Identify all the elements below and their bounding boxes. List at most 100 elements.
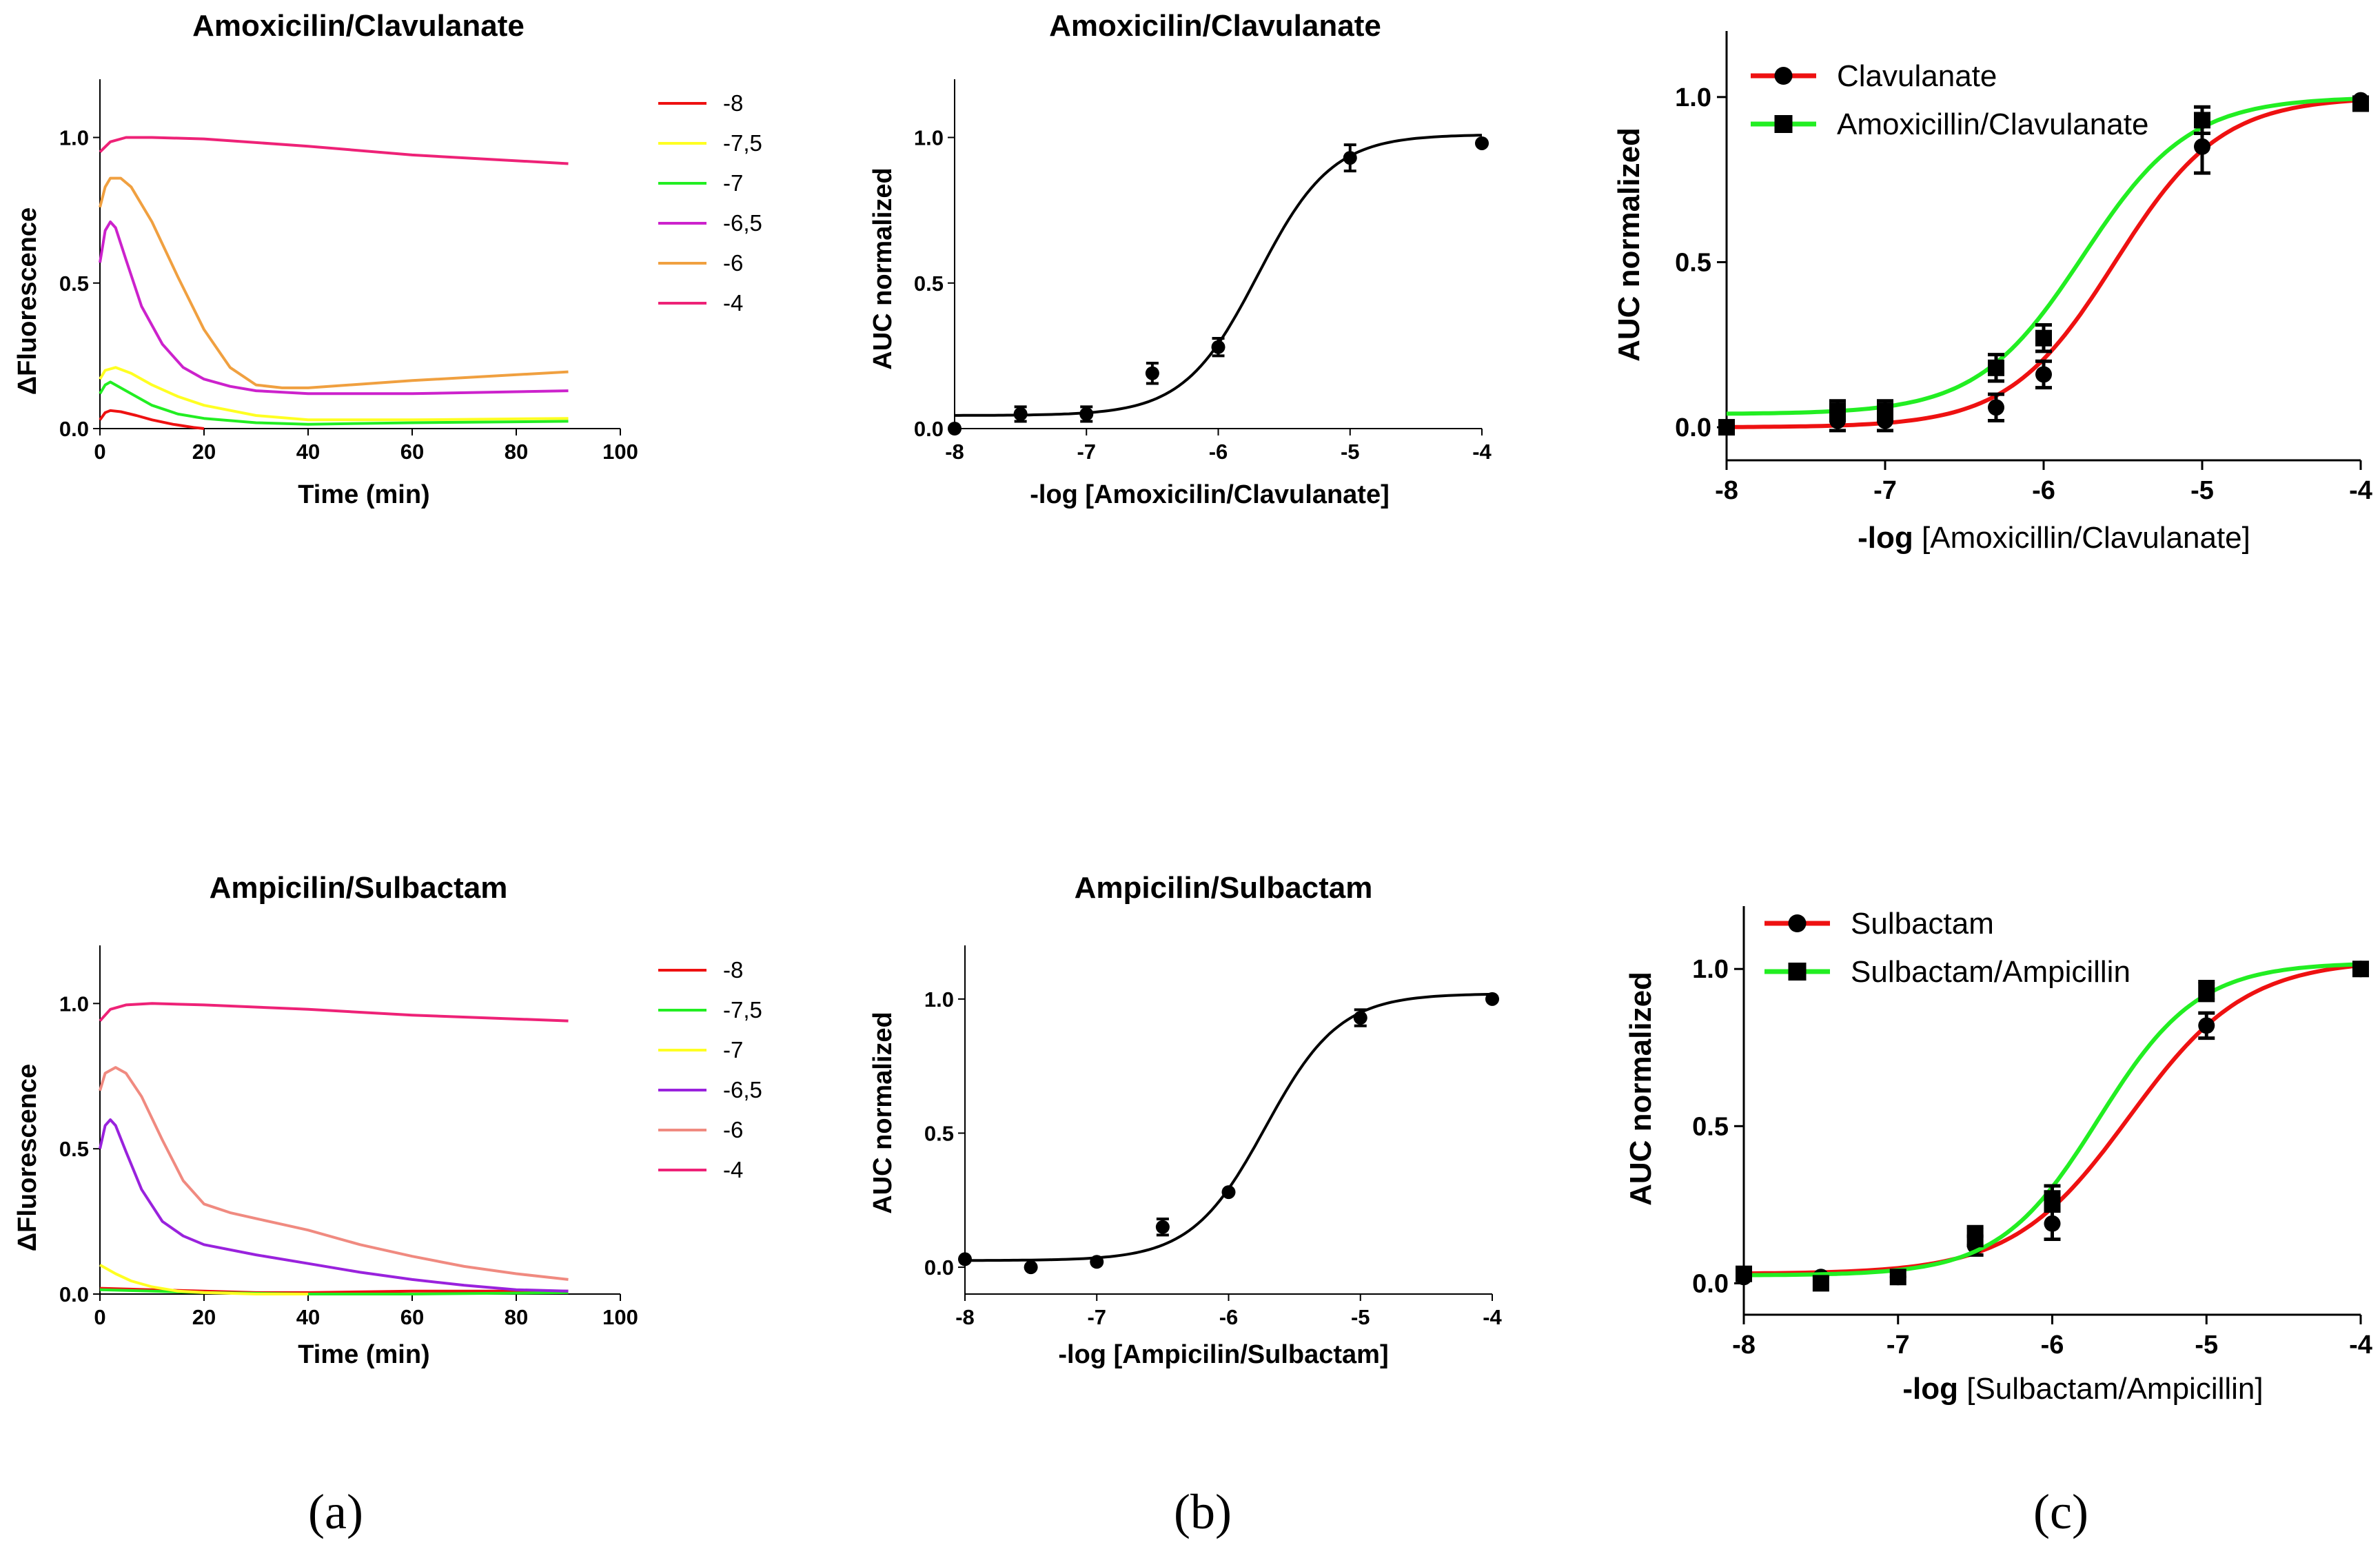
x-tick-label: -7 bbox=[1873, 476, 1897, 505]
data-point-circle bbox=[2044, 1215, 2061, 1232]
data-point-square bbox=[1829, 402, 1846, 420]
series-line--8 bbox=[99, 409, 205, 430]
x-tick-label: -5 bbox=[1341, 440, 1360, 464]
data-point-circle bbox=[1343, 151, 1357, 165]
x-tick-label: -5 bbox=[1351, 1305, 1370, 1329]
series-line--6 bbox=[99, 1066, 569, 1281]
x-tick-label: 60 bbox=[400, 440, 424, 464]
data-point-square bbox=[1736, 1265, 1752, 1282]
data-point-circle bbox=[1988, 399, 2004, 416]
x-axis-label-bold: -log bbox=[1858, 521, 1913, 555]
x-tick-label: -8 bbox=[1715, 476, 1738, 505]
x-tick-label: -6 bbox=[1209, 440, 1228, 464]
series-line--4 bbox=[99, 136, 569, 165]
panel-label-b: (b) bbox=[1174, 1484, 1232, 1539]
x-tick-label: -7 bbox=[1087, 1305, 1106, 1329]
legend-label: -8 bbox=[723, 957, 743, 983]
y-tick-label: 0.0 bbox=[924, 1255, 954, 1280]
series-line--6,5 bbox=[99, 1118, 569, 1293]
x-axis-label: Time (min) bbox=[298, 480, 429, 509]
x-tick-label: -7 bbox=[1886, 1331, 1910, 1360]
plot-area bbox=[93, 79, 621, 435]
x-tick-label: 100 bbox=[602, 1305, 638, 1329]
x-axis-label: -log [Amoxicilin/Clavulanate] bbox=[1030, 480, 1390, 509]
data-point-circle bbox=[958, 1252, 972, 1266]
data-point-square bbox=[1877, 402, 1893, 420]
y-tick-label: 1.0 bbox=[59, 992, 89, 1016]
y-axis-label: AUC normalized bbox=[1612, 127, 1646, 362]
panel-label-a: (a) bbox=[308, 1484, 363, 1539]
series-line--6,5 bbox=[99, 220, 569, 396]
data-point-square bbox=[1889, 1269, 1906, 1286]
y-tick-label: 0.5 bbox=[924, 1121, 954, 1145]
legend-label: -7,5 bbox=[723, 130, 762, 156]
fit-curve-amoxicilin-clavulanate bbox=[955, 134, 1483, 417]
legend-label: -6,5 bbox=[723, 1077, 762, 1102]
x-tick-label: 0 bbox=[94, 440, 105, 464]
x-tick-label: 20 bbox=[192, 440, 216, 464]
dose-response-chart-amoxicilin: Amoxicilin/Clavulanate -8 -7 -6 -5 -4 0.0 0.5… bbox=[868, 9, 1492, 509]
x-axis-label-bold: -log bbox=[1902, 1372, 1958, 1406]
legend-marker-circle bbox=[1774, 67, 1793, 85]
x-tick-label: 100 bbox=[602, 440, 638, 464]
data-point-square bbox=[2352, 961, 2369, 978]
y-tick-label: 1.0 bbox=[1675, 83, 1711, 112]
x-tick-label: 60 bbox=[400, 1305, 424, 1329]
chart-title: Amoxicilin/Clavulanate bbox=[1049, 9, 1381, 43]
series-line--7,5 bbox=[99, 366, 569, 422]
legend-label: Amoxicillin/Clavulanate bbox=[1837, 107, 2148, 141]
comparison-chart-clavulanate: -8 -7 -6 -5 -4 0.0 0.5 1.0 AUC normalized -log… bbox=[1612, 31, 2372, 555]
legend-label: -7 bbox=[723, 170, 743, 196]
y-axis-label: AUC normalized bbox=[868, 167, 897, 369]
data-point-square bbox=[1966, 1227, 1984, 1244]
data-point-circle bbox=[1221, 1185, 1236, 1200]
series-line--6 bbox=[99, 176, 569, 389]
series-line--4 bbox=[99, 1002, 569, 1023]
x-tick-label: -4 bbox=[1472, 440, 1492, 464]
series-line--7 bbox=[99, 380, 569, 426]
data-point-square bbox=[2198, 983, 2215, 1000]
x-tick-labels: -8 -7 -6 -5 -4 bbox=[945, 440, 1492, 464]
comparison-chart-sulbactam: -8 -7 -6 -5 -4 0.0 0.5 1.0 AUC normalized -log… bbox=[1624, 906, 2372, 1406]
data-point-square bbox=[2352, 95, 2369, 112]
x-tick-label: 80 bbox=[505, 440, 528, 464]
y-tick-label: 0.0 bbox=[1675, 413, 1711, 442]
data-point-circle bbox=[948, 422, 962, 435]
plot-area bbox=[93, 945, 621, 1301]
legend: -8 -7,5 -7 -6,5 -6 -4 bbox=[658, 90, 762, 316]
y-tick-labels: 0.0 0.5 1.0 bbox=[59, 992, 89, 1306]
x-tick-label: -8 bbox=[1732, 1331, 1756, 1360]
x-tick-label: 40 bbox=[296, 1305, 320, 1329]
x-tick-label: 40 bbox=[296, 440, 320, 464]
data-point-circle bbox=[1090, 1255, 1104, 1269]
chart-title: Ampicilin/Sulbactam bbox=[210, 871, 508, 905]
dose-response-chart-ampicilin: Ampicilin/Sulbactam -8 -7 -6 -5 -4 0.0 0.5 1.0… bbox=[868, 871, 1503, 1369]
data-point-square bbox=[2035, 329, 2052, 347]
chart-title: Ampicilin/Sulbactam bbox=[1075, 871, 1373, 905]
y-tick-labels: 0.0 0.5 1.0 bbox=[1675, 83, 1711, 442]
y-tick-label: 0.0 bbox=[59, 417, 89, 441]
plot-area bbox=[958, 945, 1499, 1301]
data-point-circle bbox=[1079, 407, 1094, 421]
plot-area bbox=[1734, 906, 2369, 1324]
data-point-square bbox=[1988, 359, 2004, 376]
legend-label: Clavulanate bbox=[1837, 59, 1997, 93]
kinetics-chart-ampicilin: Ampicilin/Sulbactam 0 20 40 60 80 100 0.0 0.5 1… bbox=[13, 871, 762, 1369]
x-tick-label: 80 bbox=[505, 1305, 528, 1329]
legend: Clavulanate Amoxicillin/Clavulanate bbox=[1751, 59, 2148, 141]
x-axis-label: Time (min) bbox=[298, 1340, 429, 1369]
legend-label: -4 bbox=[723, 1157, 743, 1182]
data-point-square bbox=[1718, 419, 1735, 436]
data-point-circle bbox=[1475, 136, 1489, 150]
y-axis-label: ΔFluorescence bbox=[13, 1064, 42, 1251]
data-point-circle bbox=[2035, 366, 2052, 383]
y-tick-label: 0.5 bbox=[914, 271, 944, 296]
data-point-square bbox=[1812, 1275, 1829, 1292]
legend-label: -4 bbox=[723, 290, 743, 316]
y-axis-label: AUC normalized bbox=[868, 1012, 897, 1213]
x-tick-labels: -8 -7 -6 -5 -4 bbox=[1715, 476, 2372, 505]
x-tick-label: -7 bbox=[1077, 440, 1096, 464]
y-tick-labels: 0.0 0.5 1.0 bbox=[59, 126, 89, 442]
legend: -8 -7,5 -7 -6,5 -6 -4 bbox=[658, 957, 762, 1182]
y-tick-label: 0.5 bbox=[1692, 1112, 1729, 1141]
